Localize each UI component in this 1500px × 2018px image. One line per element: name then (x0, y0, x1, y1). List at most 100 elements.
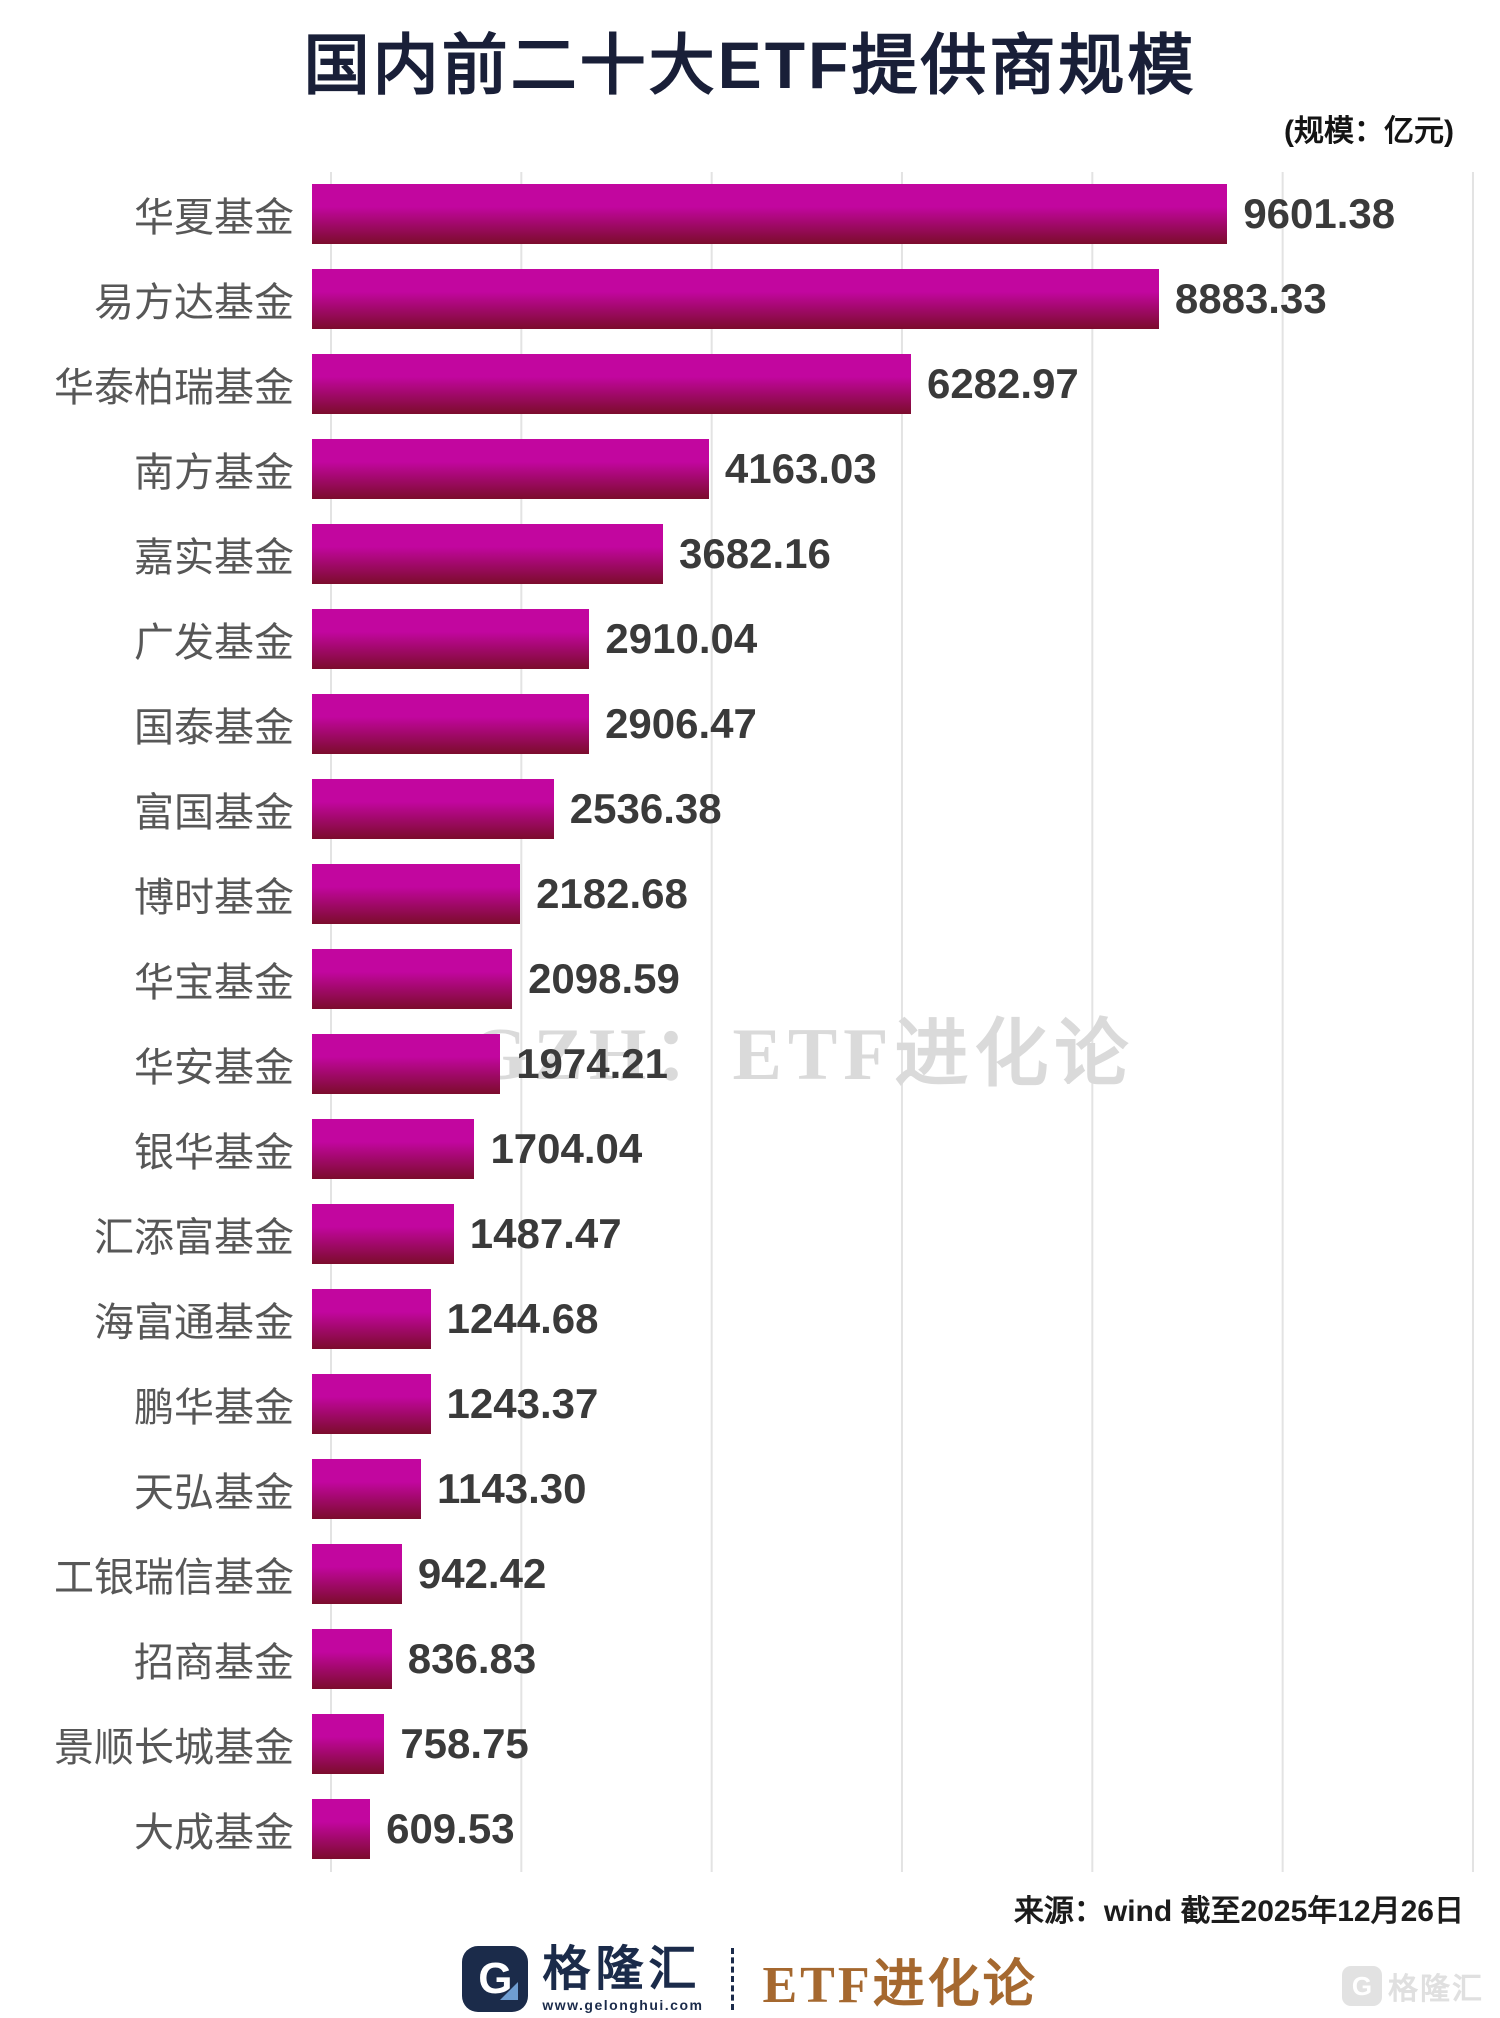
bar (312, 949, 513, 1010)
table-row: 大成基金 609.53 (0, 1787, 1500, 1872)
account-name: ETF进化论 (762, 1956, 1038, 2014)
bar-area: 1974.21 (312, 1022, 1456, 1107)
table-row: 华夏基金 9601.38 (0, 172, 1500, 257)
logo-triangle-icon (500, 1982, 519, 2001)
bar-label: 国泰基金 (134, 706, 294, 751)
bar-value: 9601.38 (1243, 190, 1396, 238)
bar-area: 758.75 (312, 1702, 1456, 1787)
bar-value: 609.53 (386, 1805, 515, 1853)
bar-label: 景顺长城基金 (54, 1726, 294, 1771)
table-row: 鹏华基金 1243.37 (0, 1362, 1500, 1447)
table-row: 博时基金 2182.68 (0, 852, 1500, 937)
bar-label: 南方基金 (134, 451, 294, 496)
bar (312, 779, 554, 840)
bar-area: 1244.68 (312, 1277, 1456, 1362)
bar-area: 1243.37 (312, 1362, 1456, 1447)
bar-area: 2910.04 (312, 597, 1456, 682)
table-row: 易方达基金 8883.33 (0, 257, 1500, 342)
bar-label: 华宝基金 (134, 961, 294, 1006)
bar (312, 1119, 475, 1180)
corner-g-letter: G (1351, 1971, 1373, 2001)
bar-area: 1487.47 (312, 1192, 1456, 1277)
bar-label: 广发基金 (134, 621, 294, 666)
bar-label: 嘉实基金 (134, 536, 294, 581)
bar-area: 1704.04 (312, 1107, 1456, 1192)
bar (312, 1289, 431, 1350)
bar-label: 华夏基金 (134, 196, 294, 241)
bar (312, 1629, 392, 1690)
bar (312, 1204, 454, 1265)
bar (312, 524, 664, 585)
brand-block: 格隆汇 www.gelonghui.com (542, 1942, 704, 2013)
bar-area: 6282.97 (312, 342, 1456, 427)
bar-area: 4163.03 (312, 427, 1456, 512)
bar (312, 1544, 402, 1605)
bar-area: 836.83 (312, 1617, 1456, 1702)
brand-site: www.gelonghui.com (542, 1996, 704, 2013)
bar-value: 758.75 (400, 1720, 529, 1768)
bar (312, 609, 590, 670)
bar-area: 2906.47 (312, 682, 1456, 767)
table-row: 景顺长城基金 758.75 (0, 1702, 1500, 1787)
bar-value: 2910.04 (605, 615, 758, 663)
table-row: 南方基金 4163.03 (0, 427, 1500, 512)
bar-label: 汇添富基金 (94, 1216, 294, 1261)
corner-watermark: G 格隆汇 (1342, 1964, 1484, 2008)
bar-area: 8883.33 (312, 257, 1456, 342)
bar (312, 1374, 431, 1435)
bar-area: 2182.68 (312, 852, 1456, 937)
bar-value: 2906.47 (605, 700, 757, 748)
gelonghui-logo-icon: G (462, 1946, 529, 2013)
bar-area: 2098.59 (312, 937, 1456, 1022)
bar-label: 博时基金 (134, 876, 294, 921)
source-note: 来源：wind 截至2025年12月26日 (1013, 1894, 1464, 1928)
bar-value: 1244.68 (446, 1295, 599, 1343)
table-row: 广发基金 2910.04 (0, 597, 1500, 682)
bar-value: 2536.38 (569, 785, 722, 833)
table-row: 海富通基金 1244.68 (0, 1277, 1500, 1362)
table-row: 华宝基金 2098.59 (0, 937, 1500, 1022)
bar-value: 1704.04 (490, 1125, 643, 1173)
bar-label: 华安基金 (134, 1046, 294, 1091)
bar-value: 942.42 (417, 1550, 547, 1598)
bar-value: 1143.30 (436, 1465, 587, 1513)
chart-rows: 华夏基金 9601.38 易方达基金 8883.33 华泰柏瑞基金 6282.9… (0, 172, 1500, 1872)
table-row: 华泰柏瑞基金 6282.97 (0, 342, 1500, 427)
bar (312, 694, 590, 755)
table-row: 汇添富基金 1487.47 (0, 1192, 1500, 1277)
table-row: 富国基金 2536.38 (0, 767, 1500, 852)
footer-divider (731, 1948, 735, 2011)
bar-chart: GZH：ETF进化论 华夏基金 9601.38 易方达基金 8883.33 华泰… (0, 171, 1500, 1872)
bar-label: 海富通基金 (94, 1301, 294, 1346)
bar-label: 易方达基金 (94, 281, 294, 326)
bar-area: 942.42 (312, 1532, 1456, 1617)
bar (312, 439, 709, 500)
bar (312, 864, 521, 925)
bar-value: 8883.33 (1174, 275, 1327, 323)
bar-value: 836.83 (407, 1635, 537, 1683)
bar-area: 2536.38 (312, 767, 1456, 852)
bar-value: 2182.68 (536, 870, 688, 918)
table-row: 华安基金 1974.21 (0, 1022, 1500, 1107)
bar-value: 3682.16 (679, 530, 831, 578)
bar (312, 269, 1159, 330)
unit-note: (规模：亿元) (1284, 114, 1454, 148)
bar (312, 354, 911, 415)
bar (312, 1034, 501, 1095)
bar-label: 工银瑞信基金 (54, 1556, 294, 1601)
bar-area: 3682.16 (312, 512, 1456, 597)
bar (312, 1459, 421, 1520)
table-row: 国泰基金 2906.47 (0, 682, 1500, 767)
bar-label: 鹏华基金 (134, 1386, 294, 1431)
bar-label: 天弘基金 (134, 1471, 294, 1516)
bar-value: 1974.21 (516, 1040, 669, 1088)
brand-name: 格隆汇 (542, 1942, 702, 1996)
bar (312, 1799, 371, 1860)
bar (312, 1714, 385, 1775)
corner-logo-icon: G (1342, 1966, 1382, 2006)
bar-label: 华泰柏瑞基金 (54, 366, 294, 411)
bar-value: 6282.97 (926, 360, 1079, 408)
table-row: 工银瑞信基金 942.42 (0, 1532, 1500, 1617)
footer-brand-bar: G 格隆汇 www.gelonghui.com ETF进化论 (0, 1942, 1500, 2017)
